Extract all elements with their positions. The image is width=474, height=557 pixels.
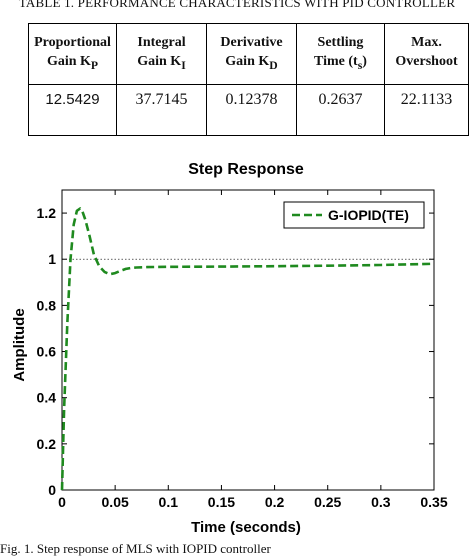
header-max-overshoot: Max. Overshoot: [384, 23, 469, 85]
step-response-chart: Step Response 0 0.05 0.1 0.15 0.2 0.25 0.3 0.35…: [0, 150, 474, 540]
value-proportional-gain: 12.5429: [28, 84, 117, 136]
y-tick-label: 1: [48, 251, 56, 267]
header-derivative-gain: Derivative Gain KD: [206, 23, 297, 85]
y-tick-label: 0: [48, 482, 56, 498]
plot-area: 0 0.05 0.1 0.15 0.2 0.25 0.3 0.35 0 0.2 0.4 0.6 0.8 1…: [37, 189, 448, 510]
x-tick-label: 0.2: [265, 494, 285, 510]
x-tick-label: 0: [58, 494, 66, 510]
y-tick-label: 0.4: [37, 390, 57, 406]
legend-label: G-IOPID(TE): [328, 207, 409, 223]
chart-title: Step Response: [188, 161, 304, 178]
y-tick-label: 0.2: [37, 436, 57, 452]
x-tick-label: 0.05: [102, 494, 129, 510]
value-integral-gain: 37.7145: [116, 84, 207, 136]
x-axis-label: Time (seconds): [191, 519, 301, 536]
x-tick-label: 0.1: [159, 494, 179, 510]
y-tick-label: 0.8: [37, 297, 57, 313]
table-row: 12.5429 37.7145 0.12378 0.2637 22.1133: [28, 84, 469, 136]
figure-caption: Fig. 1. Step response of MLS with IOPID …: [0, 541, 271, 556]
table-caption: TABLE 1. PERFORMANCE CHARACTERISTICS WIT…: [18, 0, 456, 10]
x-tick-label: 0.35: [420, 494, 447, 510]
axes-frame: [61, 189, 435, 491]
x-tick-label: 0.3: [371, 494, 391, 510]
x-tick-label: 0.25: [314, 494, 341, 510]
value-derivative-gain: 0.12378: [206, 84, 297, 136]
series-line: [60, 207, 435, 491]
table-header-row: Proportional Gain KP Integral Gain KI De…: [28, 23, 469, 85]
y-tick-label: 0.6: [37, 344, 57, 360]
value-settling-time: 0.2637: [296, 84, 385, 136]
y-tick-label: 1.2: [37, 205, 57, 221]
header-integral-gain: Integral Gain KI: [116, 23, 207, 85]
value-max-overshoot: 22.1133: [384, 84, 469, 136]
header-settling-time: Settling Time (ts): [296, 23, 385, 85]
performance-table: Proportional Gain KP Integral Gain KI De…: [28, 23, 469, 136]
header-proportional-gain: Proportional Gain KP: [28, 23, 117, 85]
x-tick-label: 0.15: [208, 494, 235, 510]
y-axis-label: Amplitude: [11, 308, 28, 381]
